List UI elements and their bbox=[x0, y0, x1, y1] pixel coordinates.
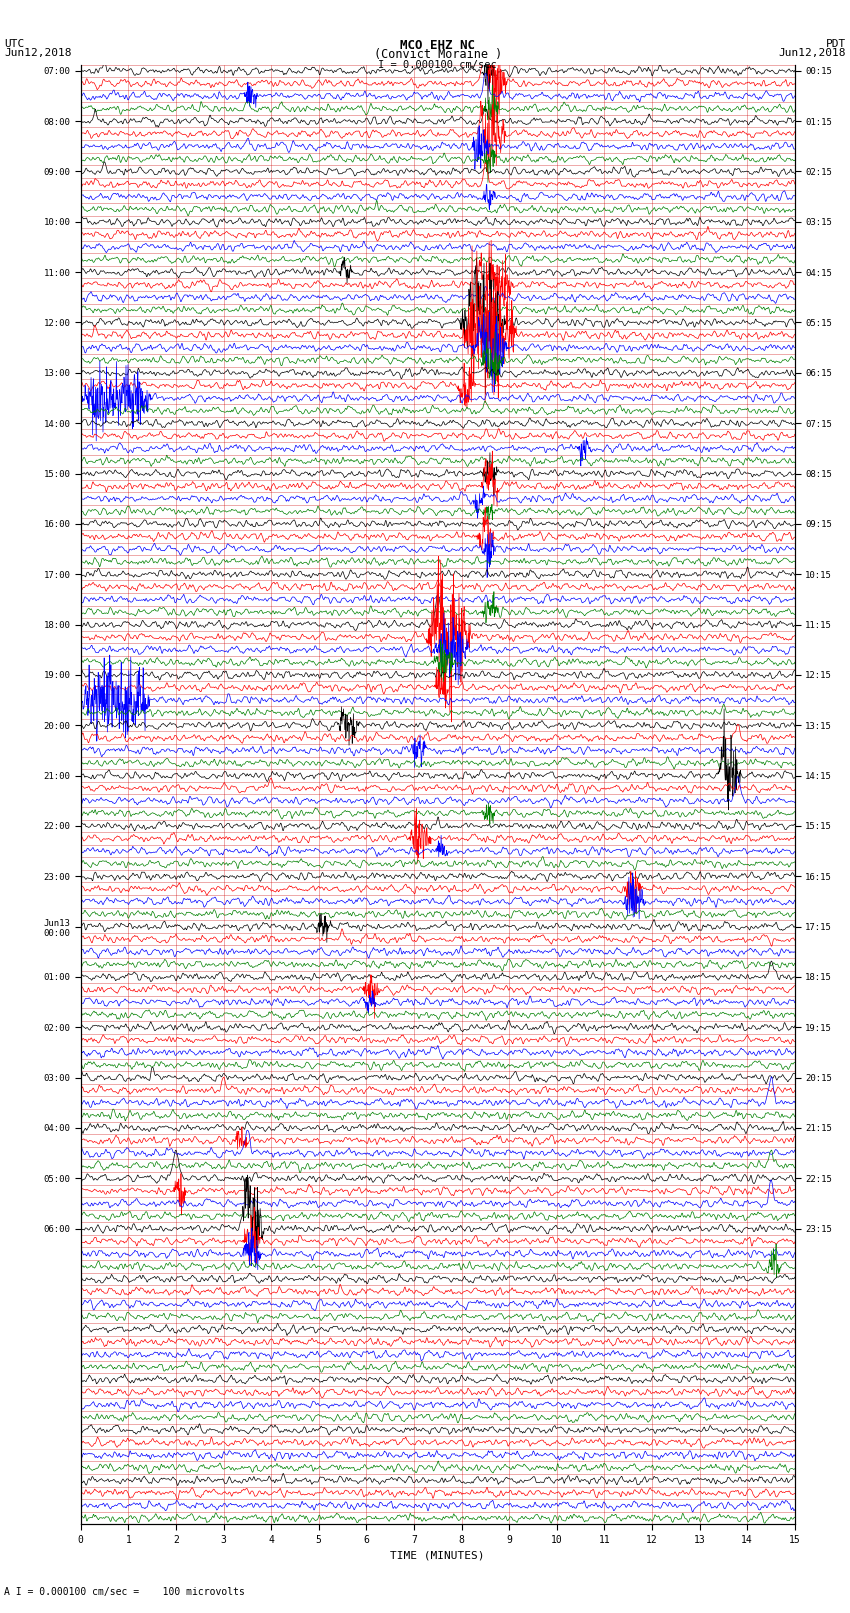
Text: PDT: PDT bbox=[825, 39, 846, 48]
X-axis label: TIME (MINUTES): TIME (MINUTES) bbox=[390, 1550, 485, 1560]
Text: I = 0.000100 cm/sec: I = 0.000100 cm/sec bbox=[378, 60, 497, 69]
Text: A I = 0.000100 cm/sec =    100 microvolts: A I = 0.000100 cm/sec = 100 microvolts bbox=[4, 1587, 245, 1597]
Text: MCO EHZ NC: MCO EHZ NC bbox=[400, 39, 475, 52]
Text: UTC: UTC bbox=[4, 39, 25, 48]
Text: (Convict Moraine ): (Convict Moraine ) bbox=[374, 48, 502, 61]
Text: Jun12,2018: Jun12,2018 bbox=[4, 48, 71, 58]
Text: Jun12,2018: Jun12,2018 bbox=[779, 48, 846, 58]
